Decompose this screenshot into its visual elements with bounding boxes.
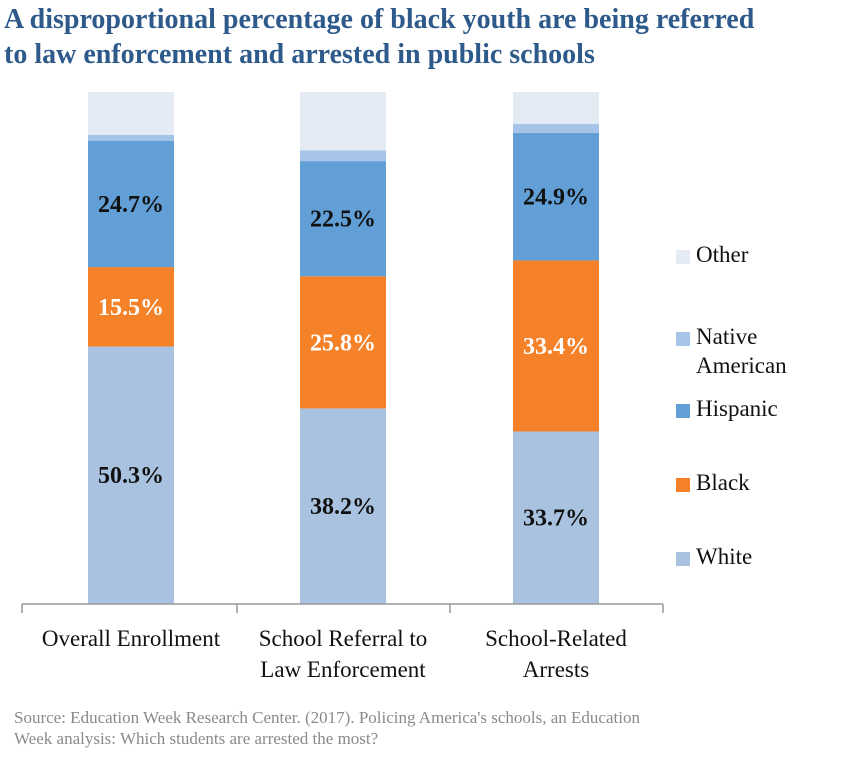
bar-segment-hispanic-3 (513, 132, 599, 261)
source-citation: Source: Education Week Research Center. … (14, 707, 834, 749)
data-label-hispanic-2: 22.5% (310, 207, 376, 233)
legend-swatch-native-american (676, 332, 690, 346)
bar-segment-black-3 (513, 260, 599, 432)
source-line-1: Source: Education Week Research Center. … (14, 708, 640, 727)
bar-segment-native-american-2 (300, 150, 386, 162)
data-label-hispanic-1: 24.7% (98, 192, 164, 218)
bar-segment-native-american-3 (513, 123, 599, 133)
bar-segment-black-2 (300, 276, 386, 409)
data-label-white-1: 50.3% (98, 463, 164, 489)
data-label-white-2: 38.2% (310, 494, 376, 520)
legend-swatch-hispanic (676, 404, 690, 418)
bar-segment-white-3 (513, 431, 599, 604)
bar-segment-other-2 (300, 92, 386, 151)
data-label-hispanic-3: 24.9% (523, 185, 589, 211)
bar-segment-other-1 (88, 92, 174, 136)
legend-label-hispanic: Hispanic (696, 396, 778, 421)
data-label-black-3: 33.4% (523, 334, 589, 360)
source-line-2: Week analysis: Which students are arrest… (14, 729, 379, 748)
legend-label-native-american: Native American (696, 324, 787, 378)
data-label-black-1: 15.5% (98, 295, 164, 321)
bar-segment-hispanic-2 (300, 161, 386, 277)
x-tick-label-1: Overall Enrollment (42, 626, 221, 651)
x-tick-label-2: School Referral to Law Enforcement (259, 626, 428, 682)
x-tick-label-3: School-Related Arrests (485, 626, 627, 682)
legend-swatch-white (676, 552, 690, 566)
bar-segment-white-1 (88, 346, 174, 604)
bar-segment-hispanic-1 (88, 140, 174, 268)
legend-swatch-other (676, 250, 690, 264)
bar-segment-other-3 (513, 92, 599, 124)
legend-label-other: Other (696, 242, 749, 267)
legend-label-white: White (696, 544, 753, 569)
legend-label-black: Black (696, 470, 750, 495)
chart-title: A disproportional percentage of black yo… (4, 2, 846, 72)
data-label-white-3: 33.7% (523, 506, 589, 532)
chart-legend: Other Native American Hispanic Black White (676, 240, 846, 580)
legend-swatch-black (676, 478, 690, 492)
stacked-bar-chart: 50.3% 15.5% 24.7% 38.2% 25.8% 22.5% 33.7% 33.4%… (21, 92, 664, 682)
data-label-black-2: 25.8% (310, 330, 376, 356)
bar-segment-native-american-1 (88, 135, 174, 141)
chart-title-line-2: to law enforcement and arrested in publi… (4, 39, 595, 70)
chart-title-line-1: A disproportional percentage of black yo… (4, 4, 755, 35)
bar-segment-black-1 (88, 267, 174, 347)
bar-segment-white-2 (300, 408, 386, 604)
